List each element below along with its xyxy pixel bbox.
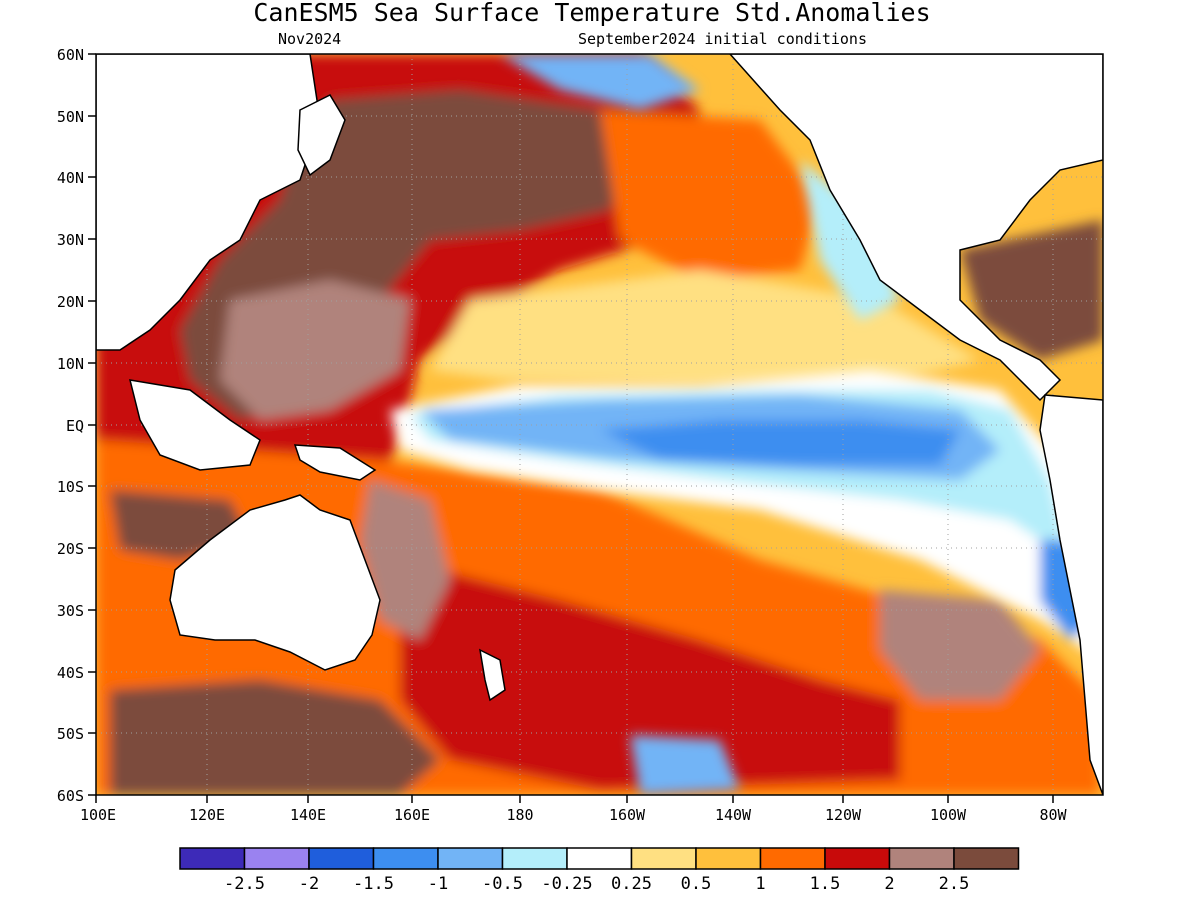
colorbar-swatch [695,847,762,870]
new-zealand-land [479,648,506,702]
colorbar-swatch [824,847,891,870]
lat-axis [88,53,96,796]
subtropical-north-light [430,270,980,385]
colorbar-swatch [759,847,826,870]
tasman-brown [360,480,450,640]
colorbar-label: 0.5 [681,874,712,894]
colorbar-label: -0.5 [482,874,523,894]
south-america-land [1039,394,1103,795]
colorbar-label: 1.5 [810,874,841,894]
colorbar-swatch [888,847,955,870]
south-pacific-red [400,560,900,790]
japan-land [297,94,346,177]
colorbar-label: 0.25 [611,874,652,894]
lon-label: 140E [290,806,326,824]
colorbar-swatch [630,847,697,870]
southeast-pacific-brown [880,590,1040,700]
subtitle-month: Nov2024 [278,30,341,48]
maritime-continent-land [128,379,261,471]
colorbar-swatch [179,847,246,870]
colorbar-swatch [566,847,633,870]
colorbar-label: -1.5 [353,874,394,894]
colorbar-swatch [953,847,1020,870]
colorbar-swatch [437,847,504,870]
cold-tongue [390,54,1100,795]
lon-axis [95,795,1054,803]
colorbar-label: -1 [428,874,448,894]
land [96,54,1103,795]
lat-label: 10N [57,355,84,373]
colorbar-labels: -2.5 -2 -1.5 -1 -0.5 -0.25 0.25 0.5 1 1.… [224,874,969,894]
north-pacific-cold [500,54,700,110]
lat-labels: 60N 50N 40N 30N 20N 10N EQ 10S 20S 30S 4… [57,46,84,805]
lat-label: 20S [57,540,84,558]
colorbar-swatch [372,847,439,870]
lon-labels: 100E 120E 140E 160E 180 160W 140W 120W 1… [80,806,1068,824]
lat-label: 50N [57,108,84,126]
lon-label: 120W [825,806,862,824]
southern-ocean-brown [110,680,440,795]
southern-ocean-cold [630,735,740,795]
lat-label: 60S [57,787,84,805]
colorbar-label: -2 [299,874,319,894]
figure-title: CanESM5 Sea Surface Temperature Std.Anom… [253,0,930,27]
northeast-pacific-warm [600,110,820,280]
lat-label: 40S [57,664,84,682]
colorbar-label: 2 [884,874,894,894]
map-panel [96,54,1103,795]
lon-label: 120E [189,806,225,824]
colorbar-swatch [501,847,568,870]
lat-label: 30N [57,231,84,249]
australia-land [169,494,381,671]
cold-tongue-core [600,420,960,465]
lat-label: 10S [57,478,84,496]
subtitle-initial-conditions: September2024 initial conditions [578,30,867,48]
colorbar-label: -0.25 [541,874,592,894]
lon-label: 100E [80,806,116,824]
colorbar-label: 1 [755,874,765,894]
lat-label: 50S [57,725,84,743]
lat-label: EQ [66,417,84,435]
lat-label: 20N [57,293,84,311]
colorbar-label: -2.5 [224,874,265,894]
lon-label: 160W [609,806,646,824]
lat-label: 40N [57,169,84,187]
lon-label: 140W [715,806,752,824]
lon-label: 100W [930,806,967,824]
colorbar-swatch [243,847,310,870]
new-guinea-land [293,444,377,481]
lat-label: 60N [57,46,84,64]
warm-pool-rose [220,280,410,420]
colorbar-swatches [179,847,1020,870]
kuroshio-brown [420,110,630,210]
lon-label: 180 [506,806,533,824]
colorbar-swatch [308,847,375,870]
lat-label: 30S [57,602,84,620]
california-cold [800,160,900,320]
colorbar: -2.5 -2 -1.5 -1 -0.5 -0.25 0.25 0.5 1 1.… [179,847,1020,894]
colorbar-label: 2.5 [939,874,970,894]
lon-label: 160E [394,806,430,824]
caribbean-brown [960,220,1103,360]
lon-label: 80W [1039,806,1067,824]
north-america-land [728,54,1103,402]
